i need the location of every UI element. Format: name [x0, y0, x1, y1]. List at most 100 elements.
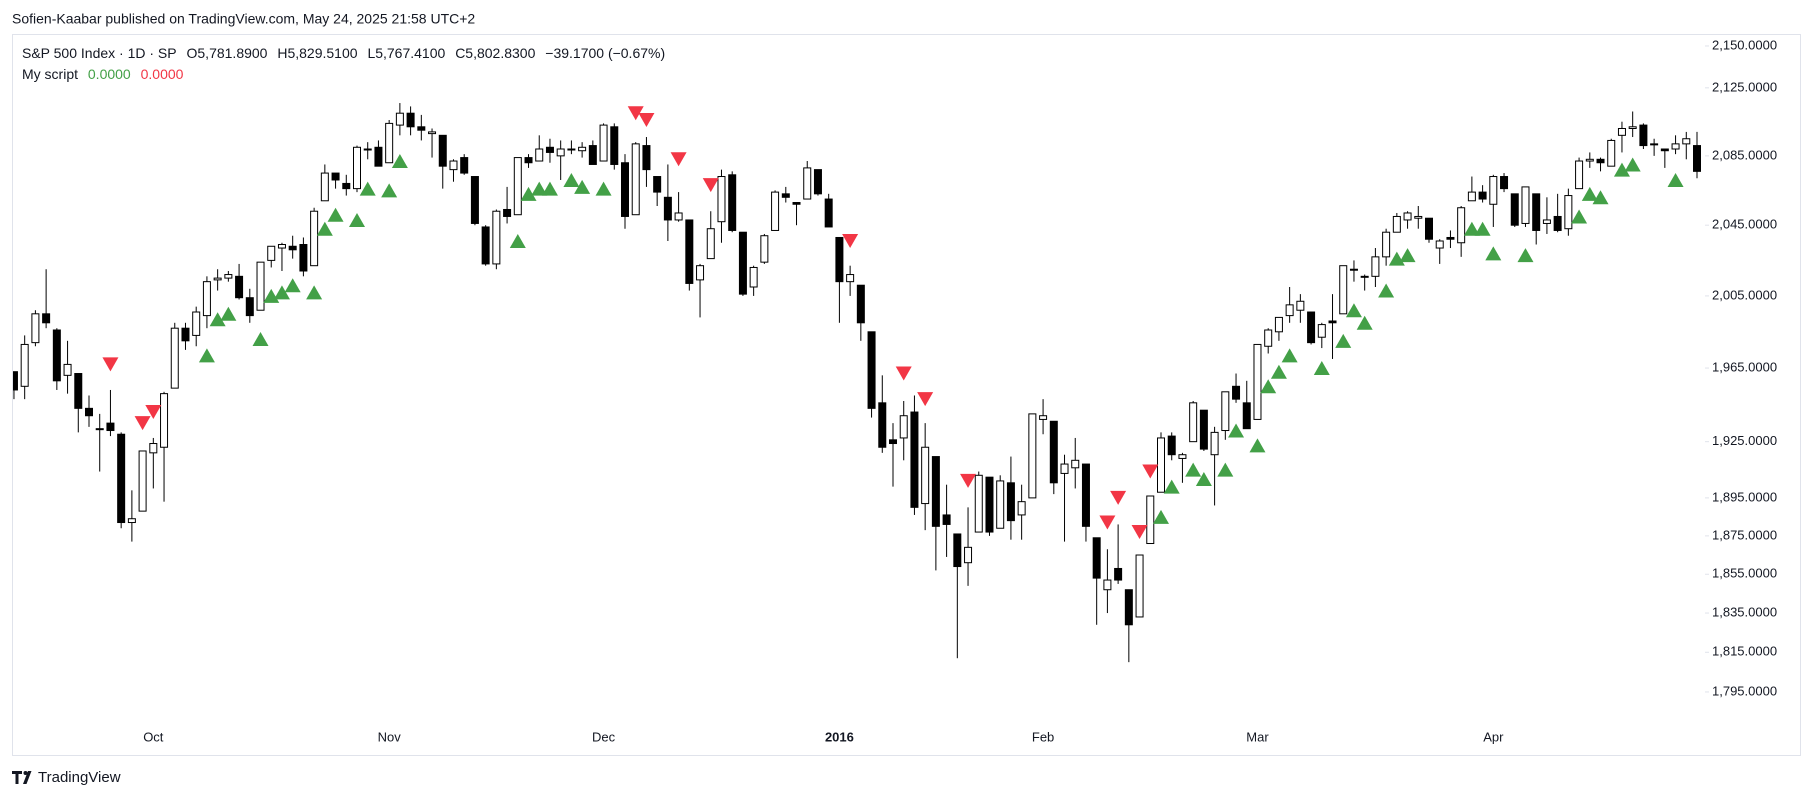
signal-marker [1388, 251, 1405, 266]
y-tick-label: 1,875.0000 [1712, 527, 1777, 542]
candle-body [942, 514, 951, 525]
candle-body [395, 112, 404, 126]
candle-body [1339, 265, 1348, 315]
signal-marker [1153, 509, 1169, 524]
signal-marker [1474, 221, 1491, 236]
candle-body [170, 327, 179, 389]
candle-body [621, 162, 629, 217]
x-tick-label: Mar [1246, 729, 1269, 744]
candle-body [813, 169, 822, 195]
candle-body [224, 274, 233, 279]
candle-body [706, 228, 715, 260]
signal-marker [198, 348, 215, 363]
signal-marker [541, 181, 558, 196]
signal-marker [102, 357, 119, 372]
candle-body [974, 474, 983, 533]
candle-body [556, 148, 565, 157]
candle-body [642, 145, 651, 171]
candle-body [1371, 256, 1380, 277]
candle-body [277, 244, 286, 249]
candle-body [803, 167, 812, 200]
signal-marker [273, 285, 290, 300]
candle-body [1521, 186, 1530, 224]
signal-marker [1110, 490, 1127, 505]
candle-body [181, 327, 190, 342]
candle-body [417, 126, 426, 131]
candle-body [696, 265, 705, 281]
candle-body [1628, 126, 1637, 129]
candle-body [149, 443, 158, 454]
indicator-value: 0.0000 [140, 66, 184, 82]
candle-body [524, 157, 533, 164]
x-tick-label: Apr [1483, 729, 1504, 744]
candle-body [771, 191, 780, 231]
candle-body [985, 476, 994, 533]
candle-body [1189, 402, 1198, 443]
candle-body [1210, 431, 1219, 456]
candle-body [503, 208, 512, 217]
signal-marker [349, 212, 365, 227]
candle-body [867, 331, 876, 409]
candle-body [1157, 437, 1165, 493]
signal-marker [1667, 172, 1684, 187]
signal-marker [1249, 438, 1266, 453]
candle-body [1639, 124, 1648, 147]
y-tick-label: 1,965.0000 [1712, 359, 1777, 374]
candle-body [513, 157, 522, 216]
signal-marker [1281, 348, 1298, 363]
candle-body [1253, 343, 1262, 420]
candle-body [31, 313, 40, 344]
candle-body [1114, 567, 1123, 581]
candle-body [1682, 138, 1691, 145]
candle-body [267, 245, 276, 261]
high-value: H5,829.5100 [277, 45, 358, 61]
candle-body [717, 176, 726, 223]
signal-marker [917, 392, 934, 407]
candle-body [299, 244, 308, 272]
candle-body [1017, 501, 1026, 516]
candle-body [824, 198, 833, 228]
y-tick-label: 2,005.0000 [1712, 287, 1777, 302]
signal-marker [220, 306, 237, 321]
y-tick-label: 1,815.0000 [1712, 644, 1777, 659]
candle-body [1360, 275, 1369, 278]
candle-body [138, 450, 147, 512]
brand-name: TradingView [38, 769, 121, 786]
signal-marker [134, 416, 151, 431]
candle-body [653, 176, 662, 193]
candle-body [846, 274, 855, 283]
signal-marker [627, 106, 644, 121]
candle-body [1478, 191, 1487, 200]
candle-body [374, 146, 383, 167]
candle-body [1575, 160, 1584, 190]
signal-marker [1399, 248, 1416, 263]
signal-marker [520, 186, 537, 201]
candle-body [1006, 482, 1015, 522]
signal-marker [1571, 209, 1588, 224]
candle-body [1542, 219, 1551, 224]
candle-body [1049, 420, 1058, 484]
candle-body [288, 245, 297, 251]
candle-body [1028, 413, 1037, 499]
candle-body [1500, 176, 1509, 190]
y-tick-label: 1,855.0000 [1712, 566, 1777, 581]
candle-body [63, 363, 72, 376]
candle-body [74, 373, 83, 409]
candle-body [1060, 463, 1069, 474]
candle-body [1081, 463, 1090, 527]
candle-body [1221, 391, 1230, 432]
signal-marker [1517, 248, 1534, 263]
candle-body [1425, 217, 1433, 240]
y-tick-label: 2,150.0000 [1712, 37, 1777, 52]
candle-body [1317, 324, 1326, 338]
candle-body [202, 281, 211, 317]
candle-body [1467, 191, 1476, 202]
close-value: C5,802.8300 [455, 45, 536, 61]
candle-body [889, 439, 897, 445]
candle-body [320, 172, 329, 202]
candle-body [1135, 554, 1144, 618]
y-tick-label: 1,835.0000 [1712, 604, 1777, 619]
candle-body [1349, 268, 1358, 271]
signal-marker [1260, 379, 1277, 394]
candle-body [1596, 158, 1605, 164]
